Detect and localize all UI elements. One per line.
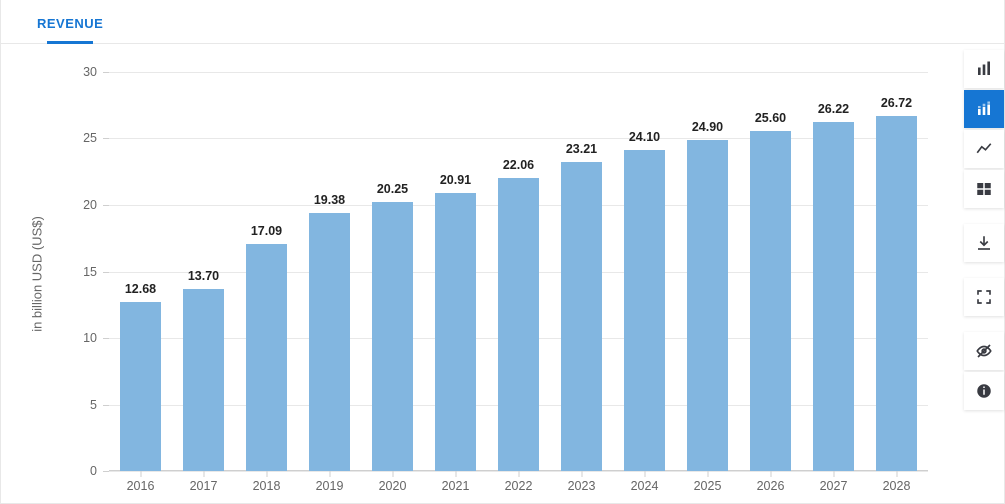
xtick-label: 2024 bbox=[631, 471, 659, 493]
ytick-label: 20 bbox=[83, 198, 109, 212]
fullscreen-icon[interactable] bbox=[964, 278, 1004, 316]
xtick-label: 2023 bbox=[568, 471, 596, 493]
hide-icon[interactable] bbox=[964, 332, 1004, 370]
chart-toolbar bbox=[964, 50, 1004, 412]
ytick-label: 30 bbox=[83, 65, 109, 79]
xtick-label: 2026 bbox=[757, 471, 785, 493]
y-axis-title: in billion USD (US$) bbox=[30, 216, 45, 332]
stacked-bar-icon[interactable] bbox=[964, 90, 1004, 128]
bar-value-label: 13.70 bbox=[188, 269, 219, 289]
download-icon[interactable] bbox=[964, 224, 1004, 262]
bar-slot: 26.722028 bbox=[865, 72, 928, 471]
bar-value-label: 20.91 bbox=[440, 173, 471, 193]
ytick-label: 15 bbox=[83, 265, 109, 279]
chart-card: REVENUE in billion USD (US$) 05101520253… bbox=[0, 0, 1005, 504]
line-chart-icon[interactable] bbox=[964, 130, 1004, 168]
table-icon[interactable] bbox=[964, 170, 1004, 208]
bar[interactable]: 12.68 bbox=[120, 302, 162, 471]
bar[interactable]: 25.60 bbox=[750, 131, 792, 471]
xtick-label: 2021 bbox=[442, 471, 470, 493]
xtick-label: 2028 bbox=[883, 471, 911, 493]
bar-value-label: 26.22 bbox=[818, 102, 849, 122]
chart-area: in billion USD (US$) 05101520253012.6820… bbox=[1, 44, 952, 503]
ytick-label: 25 bbox=[83, 131, 109, 145]
ytick-label: 5 bbox=[90, 398, 109, 412]
bar-value-label: 24.10 bbox=[629, 130, 660, 150]
bar[interactable]: 24.10 bbox=[624, 150, 666, 471]
xtick-label: 2017 bbox=[190, 471, 218, 493]
bar-slot: 20.912021 bbox=[424, 72, 487, 471]
bar-value-label: 26.72 bbox=[881, 96, 912, 116]
bar[interactable]: 13.70 bbox=[183, 289, 225, 471]
xtick-label: 2019 bbox=[316, 471, 344, 493]
tab-label: REVENUE bbox=[37, 16, 103, 31]
bar-slot: 24.902025 bbox=[676, 72, 739, 471]
xtick-label: 2020 bbox=[379, 471, 407, 493]
tab-revenue[interactable]: REVENUE bbox=[31, 16, 109, 43]
bar[interactable]: 20.25 bbox=[372, 202, 414, 471]
bar[interactable]: 20.91 bbox=[435, 193, 477, 471]
bar-value-label: 24.90 bbox=[692, 120, 723, 140]
bar-slot: 13.702017 bbox=[172, 72, 235, 471]
bar-value-label: 23.21 bbox=[566, 142, 597, 162]
bar[interactable]: 26.22 bbox=[813, 122, 855, 471]
ytick-label: 10 bbox=[83, 331, 109, 345]
bar-slot: 23.212023 bbox=[550, 72, 613, 471]
ytick-label: 0 bbox=[90, 464, 109, 478]
bar-slot: 22.062022 bbox=[487, 72, 550, 471]
bar-slot: 17.092018 bbox=[235, 72, 298, 471]
bar[interactable]: 23.21 bbox=[561, 162, 603, 471]
bar[interactable]: 26.72 bbox=[876, 116, 918, 471]
xtick-label: 2027 bbox=[820, 471, 848, 493]
bar-value-label: 17.09 bbox=[251, 224, 282, 244]
bar-slot: 19.382019 bbox=[298, 72, 361, 471]
bar-value-label: 19.38 bbox=[314, 193, 345, 213]
bar-value-label: 25.60 bbox=[755, 111, 786, 131]
bar[interactable]: 22.06 bbox=[498, 178, 540, 471]
bar[interactable]: 17.09 bbox=[246, 244, 288, 471]
xtick-label: 2022 bbox=[505, 471, 533, 493]
bar-slot: 12.682016 bbox=[109, 72, 172, 471]
bar[interactable]: 24.90 bbox=[687, 140, 729, 471]
bar-slot: 26.222027 bbox=[802, 72, 865, 471]
bar-value-label: 22.06 bbox=[503, 158, 534, 178]
bar-slot: 20.252020 bbox=[361, 72, 424, 471]
bar-value-label: 20.25 bbox=[377, 182, 408, 202]
xtick-label: 2018 bbox=[253, 471, 281, 493]
xtick-label: 2016 bbox=[127, 471, 155, 493]
tab-header: REVENUE bbox=[1, 0, 1004, 44]
bar-slot: 24.102024 bbox=[613, 72, 676, 471]
bar-value-label: 12.68 bbox=[125, 282, 156, 302]
xtick-label: 2025 bbox=[694, 471, 722, 493]
bar-slot: 25.602026 bbox=[739, 72, 802, 471]
bar[interactable]: 19.38 bbox=[309, 213, 351, 471]
bar-chart-icon[interactable] bbox=[964, 50, 1004, 88]
info-icon[interactable] bbox=[964, 372, 1004, 410]
bars-row: 12.68201613.70201717.09201819.38201920.2… bbox=[109, 72, 928, 471]
plot-area: 05101520253012.68201613.70201717.0920181… bbox=[109, 72, 928, 471]
